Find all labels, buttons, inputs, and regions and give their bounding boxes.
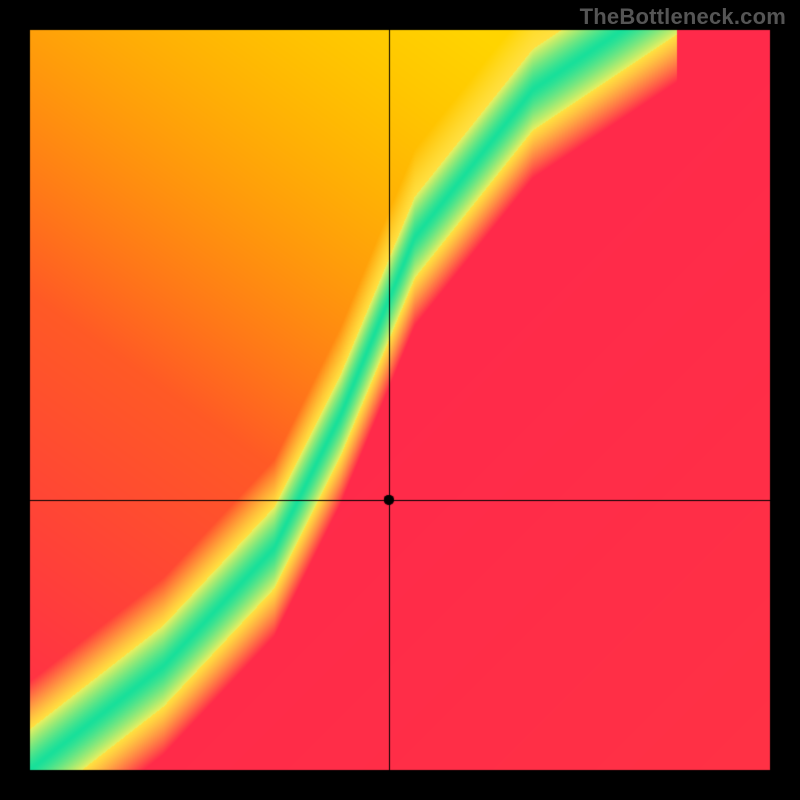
watermark-label: TheBottleneck.com (580, 4, 786, 30)
bottleneck-heatmap-canvas (0, 0, 800, 800)
bottleneck-heatmap-container: TheBottleneck.com (0, 0, 800, 800)
